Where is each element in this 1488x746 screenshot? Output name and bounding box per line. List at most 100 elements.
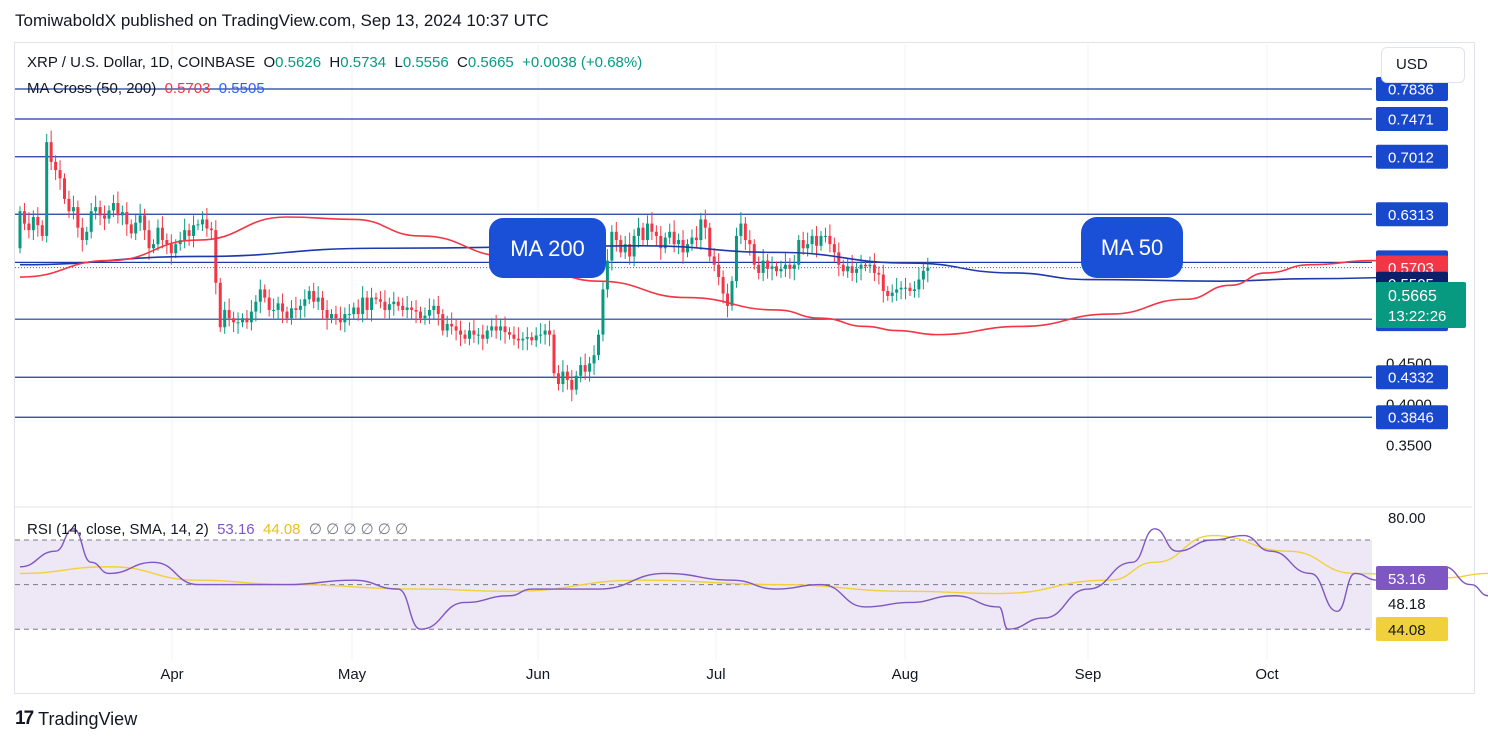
candle-body bbox=[641, 227, 645, 241]
candle bbox=[347, 304, 351, 326]
candle bbox=[85, 226, 89, 245]
candle bbox=[752, 239, 756, 270]
candle bbox=[766, 254, 770, 279]
candle-body bbox=[200, 219, 204, 225]
candle-body bbox=[467, 330, 471, 339]
open-value: 0.5626 bbox=[275, 54, 322, 71]
candle bbox=[387, 297, 391, 320]
candle-body bbox=[405, 307, 409, 310]
candle-body bbox=[321, 297, 325, 310]
candle-body bbox=[717, 264, 721, 278]
candle bbox=[783, 253, 787, 278]
candle bbox=[58, 160, 62, 190]
candle bbox=[770, 256, 774, 281]
candle bbox=[654, 225, 658, 246]
candle-body bbox=[552, 334, 556, 374]
candle bbox=[94, 195, 98, 220]
candle-body bbox=[312, 291, 316, 302]
footer-brand[interactable]: TradingView bbox=[38, 708, 138, 729]
candle bbox=[485, 325, 489, 344]
candle bbox=[703, 209, 707, 240]
candle-body bbox=[103, 215, 107, 219]
candle bbox=[165, 233, 169, 255]
candle-body bbox=[494, 326, 498, 331]
candle-body bbox=[734, 235, 738, 282]
candle-body bbox=[881, 274, 885, 292]
candle-body bbox=[801, 240, 805, 249]
high-label: H bbox=[329, 54, 341, 71]
candle-body bbox=[912, 289, 916, 292]
candle-body bbox=[241, 318, 244, 323]
candle bbox=[917, 267, 921, 298]
currency-button[interactable]: USD bbox=[1381, 47, 1465, 83]
candle bbox=[926, 257, 930, 283]
candle-body bbox=[775, 266, 778, 272]
rsi-tick-label: 48.18 bbox=[1388, 596, 1426, 613]
candle-body bbox=[54, 161, 58, 171]
candle-body bbox=[272, 309, 276, 311]
level-label-2-text: 0.7012 bbox=[1388, 149, 1434, 166]
candle-body bbox=[330, 314, 333, 319]
candle bbox=[334, 305, 338, 325]
candle bbox=[374, 292, 378, 305]
ma-legend[interactable]: MA Cross (50, 200) 0.5703 0.5505 bbox=[27, 80, 265, 97]
candle bbox=[147, 220, 151, 260]
ma200-value: 0.5505 bbox=[218, 80, 265, 97]
candle-body bbox=[143, 215, 147, 231]
open-label: O bbox=[263, 54, 276, 71]
candle-body bbox=[850, 266, 854, 273]
candle-body bbox=[819, 235, 823, 246]
candle-body bbox=[347, 314, 351, 316]
candle bbox=[490, 318, 494, 338]
candle-body bbox=[534, 335, 538, 341]
candle bbox=[321, 291, 325, 320]
candle-body bbox=[374, 297, 378, 300]
rsi-tick-label: 80.00 bbox=[1388, 510, 1426, 527]
candle-body bbox=[654, 231, 658, 236]
candle-body bbox=[18, 211, 22, 249]
rsi-legend[interactable]: RSI (14, close, SMA, 14, 2) 53.16 44.08 … bbox=[27, 520, 408, 538]
candle-body bbox=[699, 219, 703, 241]
candle bbox=[107, 205, 111, 224]
tradingview-logo-icon[interactable]: 17 bbox=[15, 708, 34, 729]
candle-body bbox=[120, 212, 124, 216]
candle-body bbox=[414, 309, 418, 312]
candle-body bbox=[94, 207, 98, 212]
candle bbox=[628, 232, 632, 265]
candle-body bbox=[232, 318, 236, 323]
candle-body bbox=[392, 301, 396, 305]
candle-body bbox=[454, 326, 458, 331]
candle-body bbox=[432, 305, 436, 310]
candle-body bbox=[218, 282, 222, 328]
symbol-title[interactable]: XRP / U.S. Dollar, 1D, COINBASE bbox=[27, 54, 256, 71]
candle-body bbox=[307, 291, 311, 300]
candle-body bbox=[472, 330, 476, 335]
candle-body bbox=[410, 307, 414, 310]
change-value: +0.0038 (+0.68%) bbox=[522, 54, 643, 71]
annotation-ma50-text: MA 50 bbox=[1101, 235, 1163, 260]
candle bbox=[530, 332, 534, 346]
candle-body bbox=[672, 231, 676, 245]
annotation-ma200[interactable]: MA 200 bbox=[489, 218, 606, 278]
candle-body bbox=[325, 309, 329, 319]
candle-body bbox=[645, 223, 649, 241]
candle-body bbox=[152, 244, 155, 249]
candle bbox=[761, 249, 765, 282]
candle bbox=[303, 289, 307, 318]
candle bbox=[441, 309, 445, 336]
candle bbox=[717, 253, 721, 286]
candle-body bbox=[419, 311, 422, 319]
candle-body bbox=[481, 334, 485, 339]
candle-body bbox=[343, 314, 347, 323]
candle bbox=[467, 322, 471, 346]
candle-body bbox=[125, 212, 129, 225]
candle-body bbox=[111, 203, 115, 211]
candle bbox=[570, 370, 574, 402]
candle-body bbox=[864, 264, 867, 267]
annotation-ma200-text: MA 200 bbox=[510, 236, 585, 261]
candle bbox=[241, 313, 244, 328]
annotation-ma50[interactable]: MA 50 bbox=[1081, 217, 1183, 278]
candle-body bbox=[766, 260, 770, 269]
candle bbox=[899, 281, 903, 300]
